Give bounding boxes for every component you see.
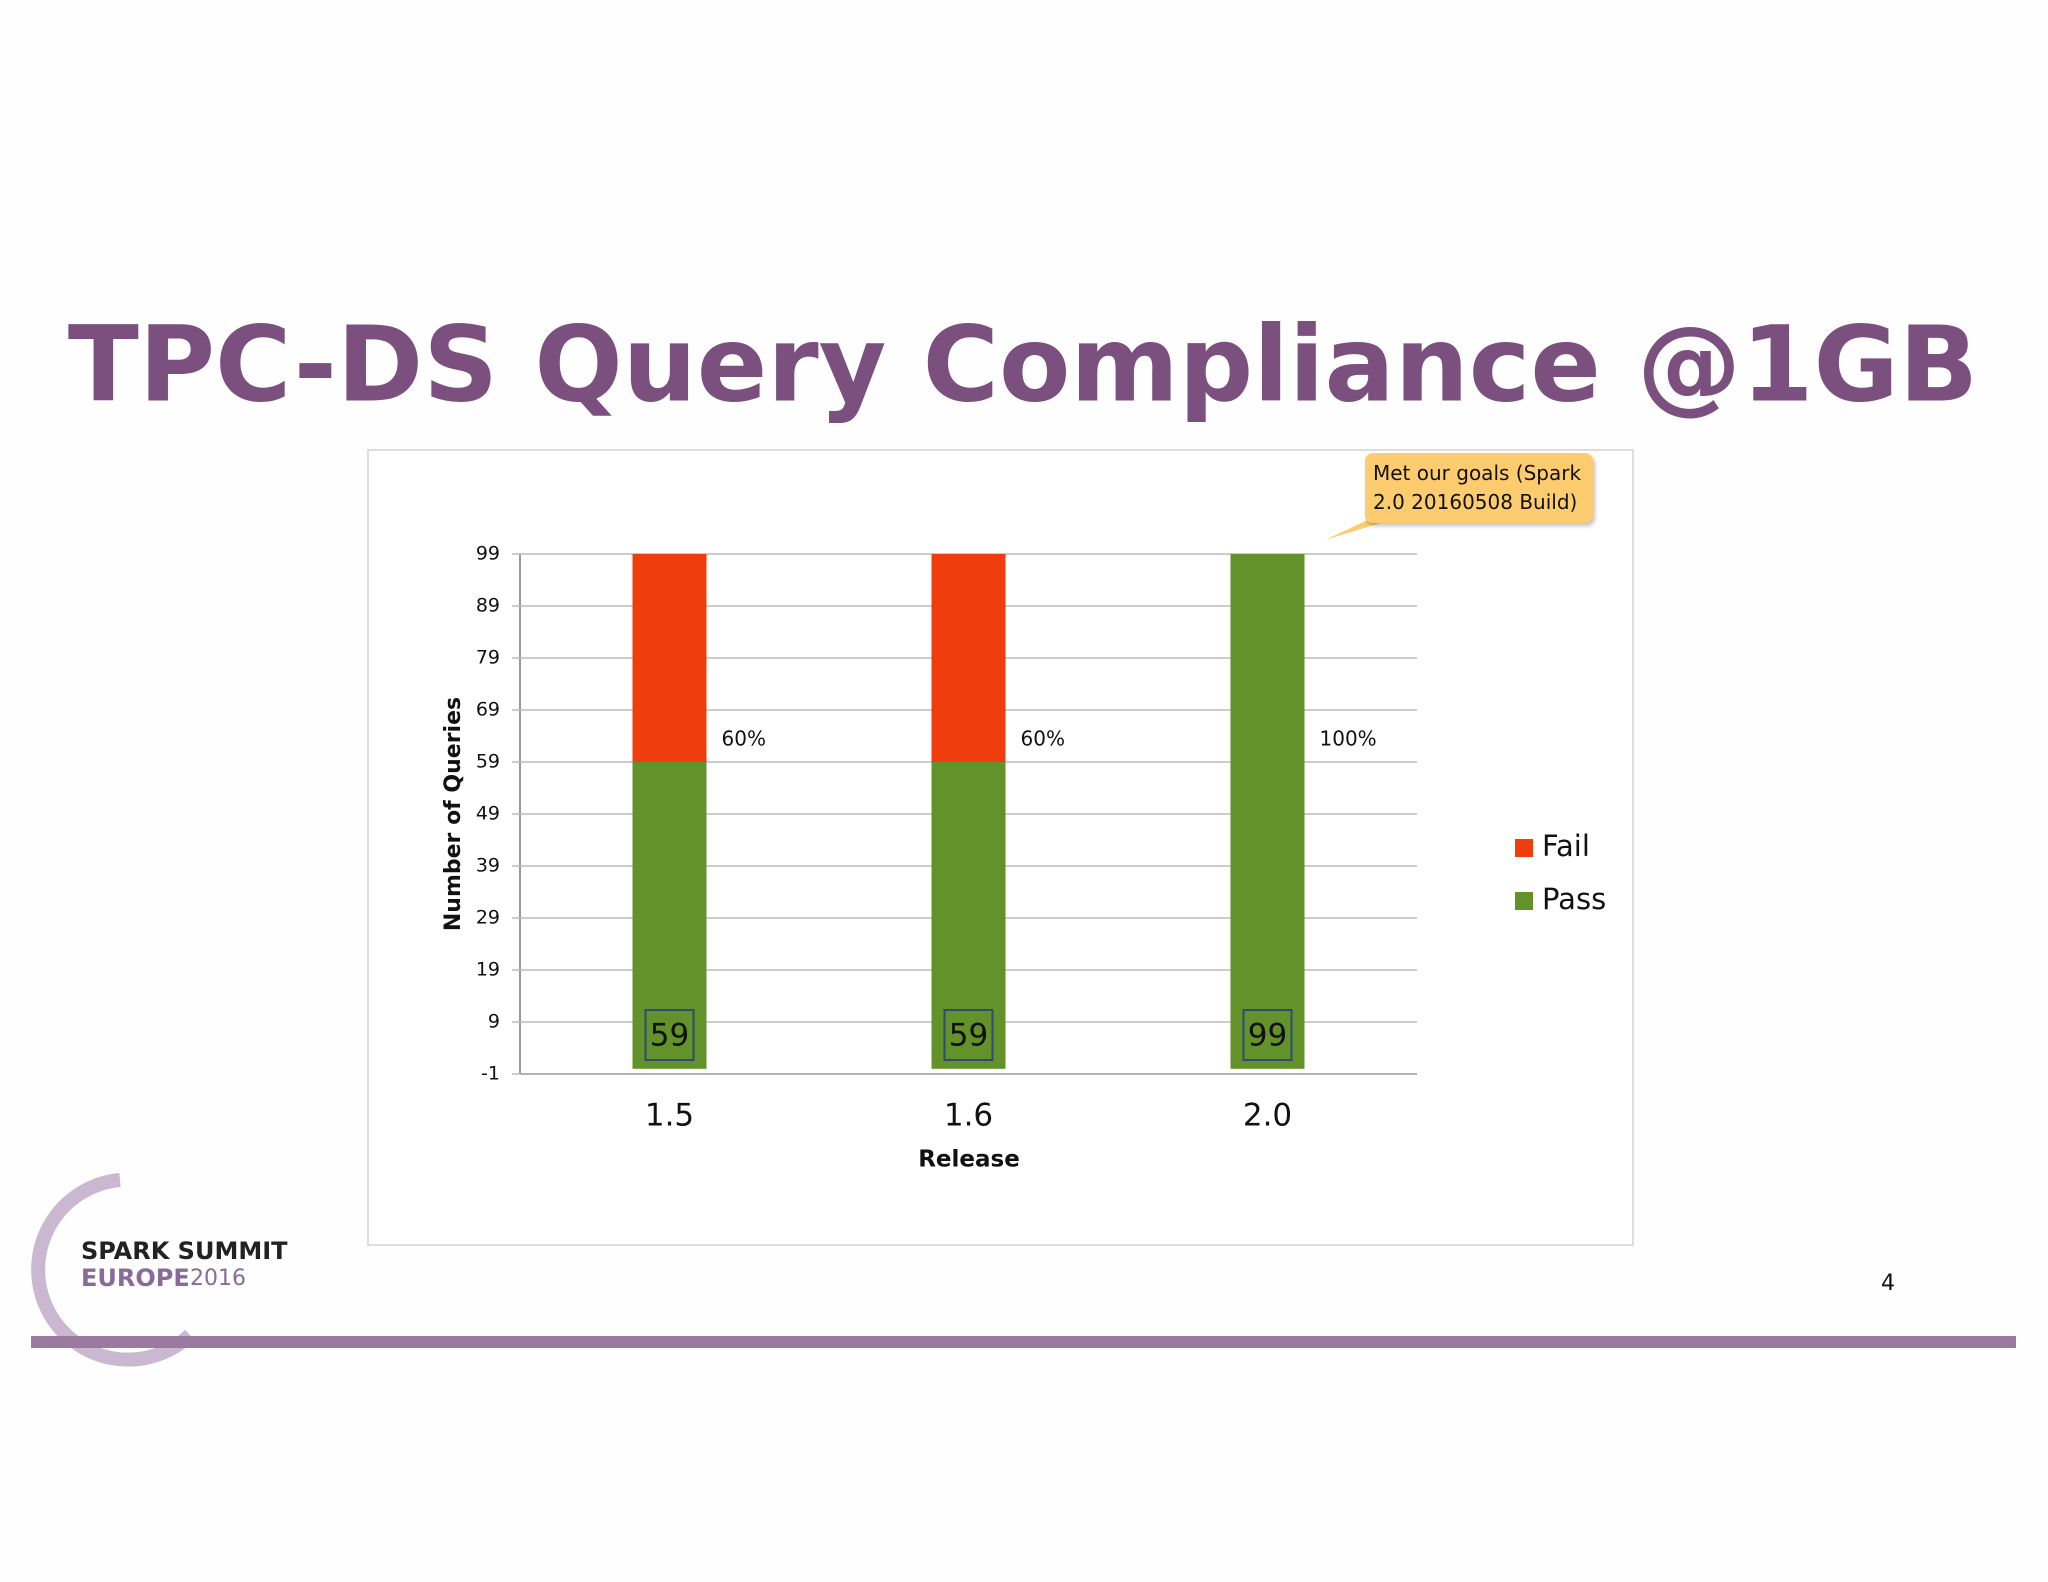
y-tick-label: 59 <box>476 751 500 773</box>
legend-label: Fail <box>1542 829 1590 863</box>
y-tick-label: 69 <box>476 699 500 721</box>
y-axis-title: Number of Queries <box>441 697 466 931</box>
y-tick-label: 89 <box>476 595 500 617</box>
y-tick-label: 19 <box>476 959 500 981</box>
slide-title: TPC-DS Query Compliance @1GB <box>68 303 1978 425</box>
value-label: 59 <box>650 1018 689 1054</box>
x-tick-label: 1.6 <box>944 1098 993 1134</box>
event-location: EUROPE <box>81 1264 190 1292</box>
x-tick-label: 1.5 <box>645 1098 694 1134</box>
footer-bar <box>31 1336 2016 1348</box>
bar-segment <box>1230 554 1305 1069</box>
value-label: 99 <box>1248 1018 1287 1054</box>
percent-label: 60% <box>1021 727 1065 751</box>
event-year: 2016 <box>190 1266 246 1291</box>
value-label-box <box>644 1009 695 1061</box>
percent-label: 60% <box>722 727 766 751</box>
x-tick-label: 2.0 <box>1243 1098 1292 1134</box>
value-label: 59 <box>949 1018 988 1054</box>
event-name: SPARK SUMMIT <box>81 1237 288 1265</box>
y-tick-label: 79 <box>476 647 500 669</box>
value-label-box <box>943 1009 994 1061</box>
legend-swatch <box>1515 892 1533 910</box>
x-axis-title: Release <box>918 1147 1020 1173</box>
bar-segment <box>931 554 1006 762</box>
y-tick-label: 9 <box>488 1011 500 1033</box>
callout: Met our goals (Spark 2.0 20160508 Build) <box>1365 453 1593 523</box>
percent-label: 100% <box>1320 727 1377 751</box>
logo-swirl <box>31 1173 195 1367</box>
y-tick-label: 39 <box>476 855 500 877</box>
legend-swatch <box>1515 839 1533 857</box>
value-label-box <box>1242 1009 1293 1061</box>
y-tick-label: 49 <box>476 803 500 825</box>
legend-label: Pass <box>1542 882 1606 916</box>
y-tick-label: 99 <box>476 543 500 565</box>
page-number: 4 <box>1881 1271 1895 1296</box>
bar-segment <box>632 554 707 762</box>
y-tick-label: 29 <box>476 907 500 929</box>
y-tick-label: -1 <box>481 1063 500 1085</box>
